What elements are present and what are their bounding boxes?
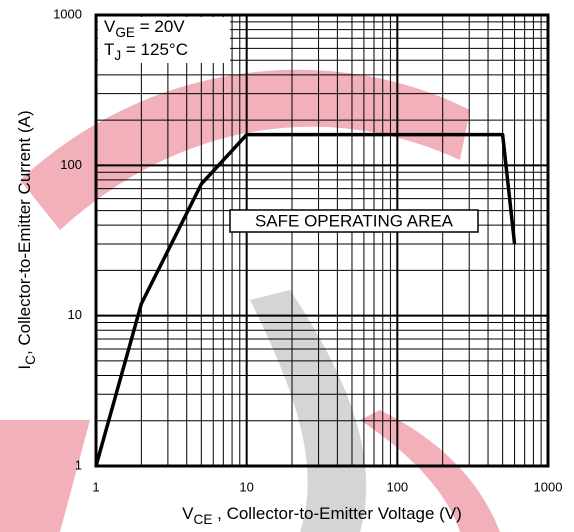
y-axis-label-sub: C [23,355,38,365]
y-tick-label: 1000 [53,6,82,21]
watermark [0,69,500,532]
annotation-main: T [104,40,114,59]
annotation-bg [98,17,230,63]
y-axis-label-rest: , Collector-to-Emitter Current (A) [15,110,34,355]
annotation-rest: = 125°C [121,40,188,59]
x-axis-label-rest: , Collector-to-Emitter Voltage (V) [212,504,461,523]
annotation-box [229,209,479,233]
data-line [94,132,517,467]
y-tick-label: 1 [75,457,82,472]
y-tick-label: 10 [68,307,82,322]
y-axis-label-main: I [15,365,34,370]
plot-frame [94,13,550,468]
y-axis-label: IC, Collector-to-Emitter Current (A) [15,110,37,369]
x-axis-label: VCE , Collector-to-Emitter Voltage (V) [182,504,462,526]
annotation-main: V [104,17,116,36]
annotation-rest: = 20V [135,17,185,36]
x-axis-label-sub: CE [194,512,213,527]
x-tick-label: 10 [239,479,253,494]
annotation: TJ = 125°C [104,40,188,62]
x-tick-label: 1 [92,479,99,494]
x-tick-label: 1000 [534,479,563,494]
annotation: VGE = 20V [104,17,185,39]
annotation-sub: J [114,48,121,63]
x-axis-label-main: V [182,504,194,523]
annotation-sub: GE [115,25,135,40]
y-tick-label: 100 [60,157,82,172]
x-tick-label: 100 [386,479,408,494]
annotation: SAFE OPERATING AREA [255,211,454,230]
